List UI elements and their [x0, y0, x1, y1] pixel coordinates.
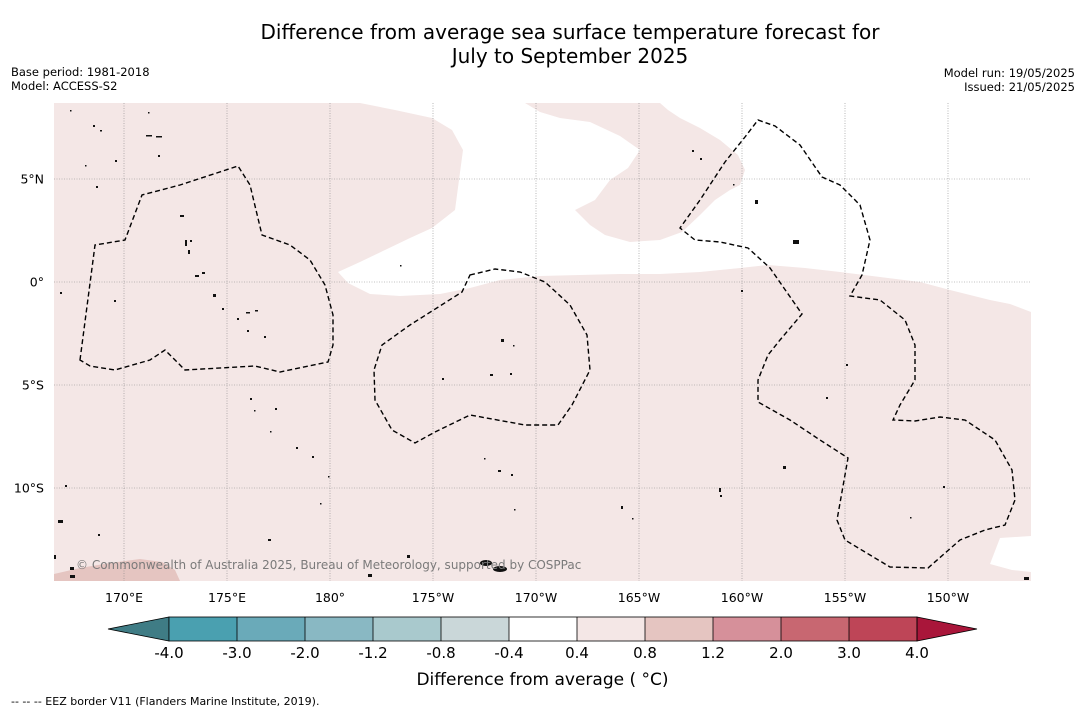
colorbar-bin-8 — [645, 617, 713, 641]
issued-date: Issued: 21/05/2025 — [964, 80, 1075, 94]
colorbar-tick-label: 4.0 — [905, 644, 929, 662]
neutral-zone-south — [990, 536, 1031, 572]
eez-tuvalu — [79, 165, 334, 373]
eez-phoenix — [373, 268, 591, 444]
colorbar-tick-label: -0.4 — [494, 644, 524, 662]
lon-label-175w: 175°W — [411, 590, 455, 605]
colorbar-bin-2 — [237, 617, 305, 641]
colorbar-bin-4 — [373, 617, 441, 641]
colorbar-tick-label: -1.2 — [358, 644, 388, 662]
colorbar-bin-3 — [305, 617, 373, 641]
map-title-line2: July to September 2025 — [451, 44, 689, 68]
colorbar-tick-label: 0.8 — [633, 644, 657, 662]
colorbar-tick-label: -3.0 — [222, 644, 252, 662]
colorbar-tick-label: -0.8 — [426, 644, 456, 662]
lon-label-150w: 150°W — [926, 590, 970, 605]
colorbar-bin-1 — [169, 617, 237, 641]
colorbar-tick-label: -4.0 — [154, 644, 184, 662]
colorbar-tick-label: 0.4 — [565, 644, 589, 662]
lon-label-160w: 160°W — [720, 590, 764, 605]
lon-label-175e: 175°E — [207, 590, 247, 605]
colorbar-bin-7 — [577, 617, 645, 641]
colorbar-bin-5 — [441, 617, 509, 641]
colorbar-title: Difference from average ( °C) — [416, 670, 669, 690]
colorbar-tick-label: 1.2 — [701, 644, 725, 662]
map-title-line1: Difference from average sea surface temp… — [260, 20, 880, 44]
islands — [54, 110, 1029, 580]
meta-right: Model run: 19/05/2025 Issued: 21/05/2025 — [944, 66, 1075, 94]
lat-label-5s: 5°S — [21, 377, 44, 393]
eez-footnote: -- -- -- EEZ border V11 (Flanders Marine… — [11, 695, 320, 708]
lat-label-5n: 5°N — [20, 171, 44, 187]
graticule — [54, 103, 1031, 581]
lon-label-170w: 170°W — [514, 590, 558, 605]
colorbar-extend-high — [916, 616, 978, 642]
lon-label-165w: 165°W — [617, 590, 661, 605]
eez-line-islands — [679, 119, 1016, 569]
eez-borders — [79, 119, 1016, 569]
colorbar-bin-6 — [509, 617, 577, 641]
map-title: Difference from average sea surface temp… — [160, 20, 980, 68]
model-run: Model run: 19/05/2025 — [943, 66, 1075, 80]
colorbar-extend-low — [107, 616, 170, 642]
colorbar-bin-10 — [781, 617, 849, 641]
colorbar-bin-9 — [713, 617, 781, 641]
neutral-zone-equatorial — [338, 103, 1031, 312]
colorbar-tick-label: 3.0 — [837, 644, 861, 662]
colorbar-tick-label: -2.0 — [290, 644, 320, 662]
lat-label-10s: 10°S — [13, 480, 44, 496]
copyright-notice: © Commonwealth of Australia 2025, Bureau… — [76, 558, 582, 572]
lon-label-170e: 170°E — [104, 590, 144, 605]
base-period: Base period: 1981-2018 — [11, 65, 150, 79]
lat-label-0: 0° — [29, 274, 44, 290]
lon-label-180: 180° — [314, 590, 346, 605]
colorbar-bin-11 — [849, 617, 917, 641]
meta-left: Base period: 1981-2018 Model: ACCESS-S2 — [11, 65, 150, 93]
model-name: Model: ACCESS-S2 — [11, 79, 118, 93]
warmer-patch — [54, 559, 180, 581]
lon-label-155w: 155°W — [823, 590, 867, 605]
colorbar-tick-label: 2.0 — [769, 644, 793, 662]
